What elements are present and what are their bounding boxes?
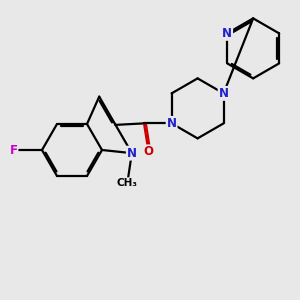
Text: N: N xyxy=(222,27,232,40)
Text: N: N xyxy=(167,117,177,130)
Text: CH₃: CH₃ xyxy=(117,178,138,188)
Text: F: F xyxy=(10,143,17,157)
Text: N: N xyxy=(219,87,229,100)
Text: N: N xyxy=(127,147,137,160)
Text: O: O xyxy=(143,146,154,158)
